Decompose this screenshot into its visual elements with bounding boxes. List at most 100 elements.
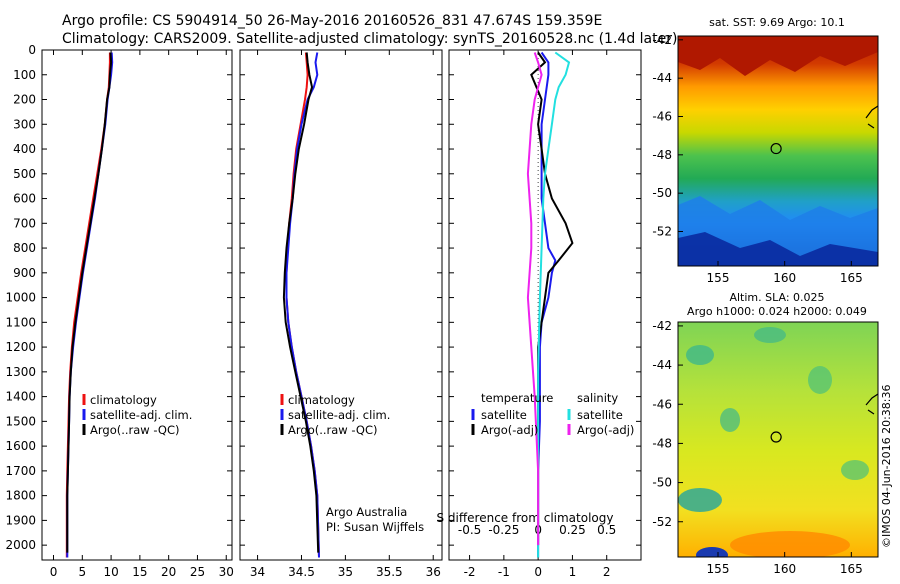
map-y-tick-label: -46 — [652, 110, 672, 124]
series-line-temperature-satellite — [537, 51, 557, 558]
sla-map-title: Altim. SLA: 0.025 — [729, 291, 824, 304]
s-axis-label: S difference from climatology — [437, 511, 614, 525]
series-group — [526, 51, 574, 558]
x-tick-label: 1 — [569, 565, 577, 579]
y-tick-label: 100 — [13, 68, 36, 82]
y-tick-label: 700 — [13, 216, 36, 230]
x-tick-label: 15 — [132, 565, 147, 579]
x-tick-label: 30 — [219, 565, 234, 579]
x-tick-label: -2 — [464, 565, 476, 579]
sst-map-frame — [677, 35, 879, 267]
x-tick-label: 20 — [161, 565, 176, 579]
map-y-tick-label: -48 — [652, 148, 672, 162]
y-tick-label: 2000 — [5, 538, 36, 552]
difference-profile-panel: -2-1012T difference from climatology-0.5… — [426, 49, 642, 584]
map-y-tick-label: -42 — [652, 33, 672, 47]
map-y-tick-label: -46 — [652, 397, 672, 411]
x-tick-label: 36 — [426, 565, 441, 579]
sla-eddy — [754, 327, 786, 343]
sla-eddy — [720, 408, 740, 432]
map-x-tick-label: 155 — [707, 271, 730, 285]
sst-warm-front — [678, 36, 878, 76]
x-tick-label: 2 — [603, 565, 611, 579]
map-x-tick-label: 165 — [840, 562, 863, 576]
y-tick-label: 1600 — [5, 439, 36, 453]
series-group — [282, 52, 320, 558]
map-y-tick-label: -52 — [652, 515, 672, 529]
header-line-2: Climatology: CARS2009. Satellite-adjuste… — [62, 31, 677, 47]
plot-frame — [41, 49, 233, 561]
x-tick-label: 0 — [534, 565, 542, 579]
s-tick-label: -0.25 — [488, 523, 519, 537]
sla-map-subtitle: Argo h1000: 0.024 h2000: 0.049 — [687, 305, 867, 318]
sst-coldest-patch — [678, 232, 878, 266]
map-y-tick-label: -52 — [652, 225, 672, 239]
legend-label: satellite — [577, 408, 623, 422]
plot-frame — [239, 49, 443, 561]
sla-eddy — [678, 488, 722, 512]
legend-label: climatology — [90, 393, 157, 407]
y-tick-label: 1500 — [5, 414, 36, 428]
sla-warm-patch — [730, 531, 850, 557]
map-x-tick-label: 155 — [707, 562, 730, 576]
x-tick-label: 10 — [103, 565, 118, 579]
y-tick-label: 1700 — [5, 464, 36, 478]
y-tick-label: 0 — [28, 43, 36, 57]
legend-label: satellite-adj. clim. — [288, 408, 390, 422]
y-tick-label: 800 — [13, 241, 36, 255]
y-tick-label: 400 — [13, 142, 36, 156]
legend-label: satellite — [481, 408, 527, 422]
sla-eddy — [686, 345, 714, 365]
map-y-tick-label: -50 — [652, 186, 672, 200]
coastline-nz — [865, 393, 878, 415]
x-tick-label: 34.5 — [288, 565, 315, 579]
series-group — [65, 52, 114, 558]
y-tick-label: 900 — [13, 266, 36, 280]
legend-group-title: salinity — [577, 391, 618, 405]
map-y-tick-label: -50 — [652, 476, 672, 490]
y-tick-label: 500 — [13, 167, 36, 181]
s-tick-label: -0.5 — [458, 523, 481, 537]
map-y-tick-label: -42 — [652, 319, 672, 333]
coastline-nz — [865, 105, 878, 129]
y-tick-label: 1100 — [5, 315, 36, 329]
series-line-argo-raw-qc- — [282, 52, 320, 553]
series-line-salinity-satellite — [537, 51, 571, 558]
y-tick-label: 1200 — [5, 340, 36, 354]
map-x-tick-label: 160 — [773, 271, 796, 285]
map-x-tick-label: 165 — [840, 271, 863, 285]
y-tick-label: 600 — [13, 192, 36, 206]
map-y-tick-label: -44 — [652, 358, 672, 372]
credit-annotation: PI: Susan Wijffels — [326, 520, 424, 534]
legend-label: satellite-adj. clim. — [90, 408, 192, 422]
y-tick-label: 200 — [13, 93, 36, 107]
s-tick-label: 0.25 — [559, 523, 586, 537]
legend-label: climatology — [288, 393, 355, 407]
legend-label: Argo(..raw -QC) — [90, 423, 180, 437]
y-tick-label: 1000 — [5, 291, 36, 305]
legend-label: Argo(-adj) — [577, 423, 634, 437]
header-line-1: Argo profile: CS 5904914_50 26-May-2016 … — [62, 13, 602, 29]
map-y-tick-label: -48 — [652, 436, 672, 450]
salinity-profile-panel: 3434.53535.536salinityclimatologysatelli… — [239, 49, 443, 584]
sla-cold-patch — [696, 547, 728, 557]
y-tick-label: 1900 — [5, 513, 36, 527]
y-tick-label: 1400 — [5, 390, 36, 404]
y-tick-label: 1800 — [5, 489, 36, 503]
s-tick-label: 0.5 — [597, 523, 616, 537]
x-tick-label: 25 — [190, 565, 205, 579]
x-tick-label: 34 — [250, 565, 265, 579]
series-line-argo-raw-qc- — [66, 52, 113, 553]
sla-map-frame — [677, 321, 879, 558]
sla-eddy — [841, 460, 869, 480]
legend-label: Argo(..raw -QC) — [288, 423, 378, 437]
x-tick-label: 0 — [50, 565, 58, 579]
credit-annotation: Argo Australia — [326, 505, 407, 519]
sla-map-panel: Altim. SLA: 0.025 Argo h1000: 0.024 h200… — [652, 291, 879, 576]
series-line-salinity-argo-adj- — [526, 52, 543, 546]
y-tick-label: 300 — [13, 117, 36, 131]
x-tick-label: 35 — [338, 565, 353, 579]
argo-float-marker — [770, 431, 782, 443]
x-tick-label: 5 — [78, 565, 86, 579]
